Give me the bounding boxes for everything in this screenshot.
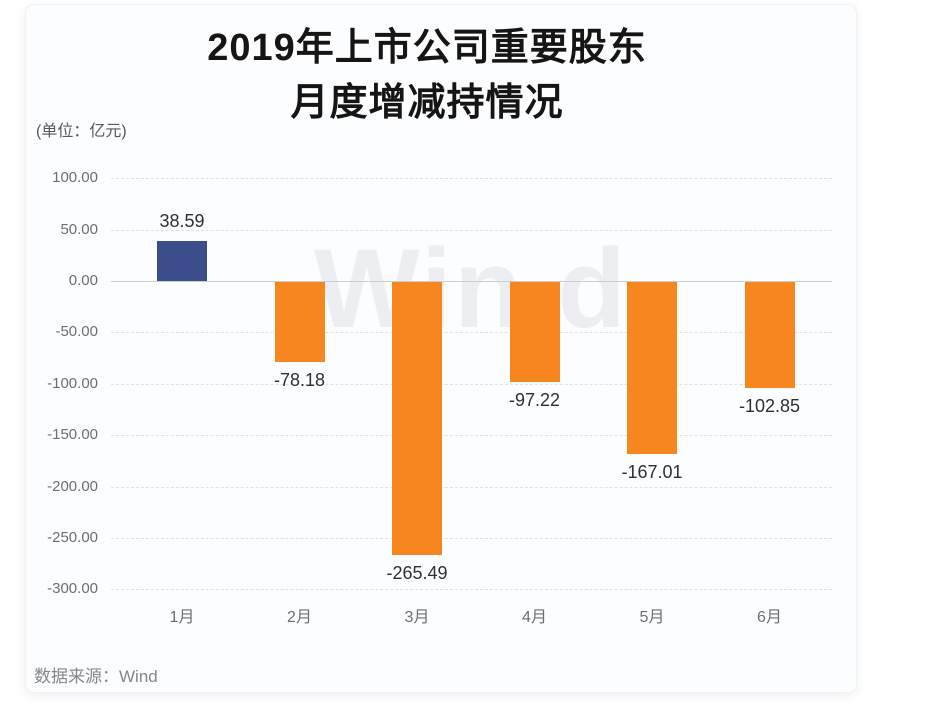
chart-title-line-1: 2019年上市公司重要股东: [207, 27, 647, 69]
x-axis-category-label-6月: 6月: [757, 609, 782, 626]
bar-1月: [157, 241, 207, 281]
x-axis-category-label-2月: 2月: [287, 609, 312, 626]
gridline--100: [111, 383, 832, 385]
y-axis-tick-label: 50.00: [60, 220, 98, 238]
x-axis-category-label-1月: 1月: [169, 609, 195, 626]
bar-value-label-1月: 38.59: [159, 211, 205, 232]
bar-4月: [509, 282, 560, 382]
bar-2月: [274, 282, 325, 363]
bar-6月: [744, 282, 795, 388]
y-axis-tick-label: 100.00: [52, 169, 98, 187]
plot-area: Win.d 100.00 50.00 0.00 -50.00 -100.00 -150.0…: [26, 5, 856, 692]
gridline--200: [111, 486, 832, 488]
chart-title-line-2: 月度增减持情况: [290, 82, 564, 124]
bar-value-label-2月: -78.18: [273, 370, 326, 391]
y-axis-tick-label: -50.00: [55, 323, 98, 341]
chart-title: 2019年上市公司重要股东 月度增减持情况: [12, 21, 842, 131]
gridline--50: [111, 332, 832, 334]
bar-5月: [627, 282, 677, 454]
gridline--300: [111, 589, 832, 591]
gridline--250: [111, 538, 832, 539]
chart-card: 2019年上市公司重要股东 月度增减持情况 (单位：亿元) Win.d 100.…: [25, 4, 857, 693]
y-axis-tick-label: -300.00: [47, 580, 98, 598]
x-axis-category-label-4月: 4月: [522, 609, 547, 626]
bar-value-label-4月: -97.22: [508, 389, 561, 410]
y-axis-tick-label: -200.00: [47, 477, 98, 495]
unit-label: (单位：亿元): [36, 123, 127, 140]
y-axis-tick-label: -250.00: [47, 529, 98, 546]
gridline-100: [111, 178, 832, 180]
bar-value-label-5月: -167.01: [621, 461, 683, 482]
gridline--150: [111, 435, 832, 437]
y-axis-tick-label: -100.00: [47, 374, 98, 392]
x-axis-category-label-3月: 3月: [404, 609, 430, 626]
y-axis-tick-label: -150.00: [47, 426, 98, 444]
data-source-label: 数据来源：Wind: [34, 667, 158, 686]
bar-3月: [392, 282, 442, 555]
bar-value-label-3月: -265.49: [386, 562, 448, 583]
gridline-50: [111, 229, 832, 231]
bar-value-label-6月: -102.85: [738, 395, 801, 416]
wind-watermark: Win.d: [314, 226, 628, 351]
y-axis-tick-label: 0.00: [68, 272, 98, 289]
x-axis-zero-line: [111, 281, 832, 282]
x-axis-category-label-5月: 5月: [639, 609, 665, 626]
